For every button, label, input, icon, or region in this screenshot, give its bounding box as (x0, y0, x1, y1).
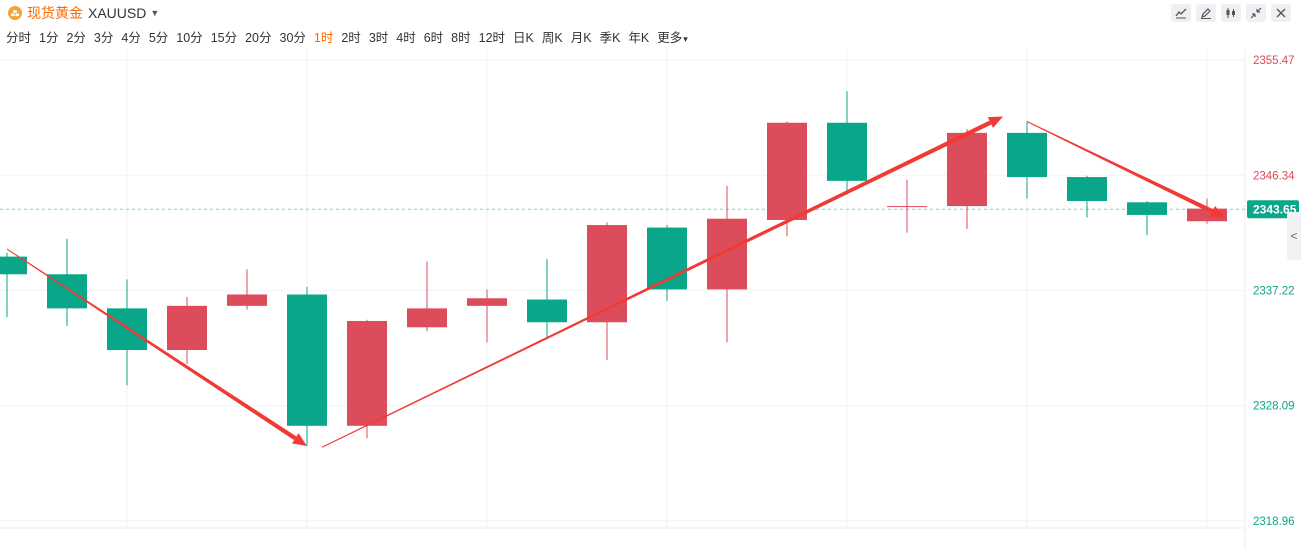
trend-arrow-head-2 (1209, 205, 1225, 218)
trend-arrow-head-0 (292, 433, 307, 446)
trend-arrow-shaft-2 (1026, 121, 1214, 214)
candle-body-16 (947, 132, 987, 207)
line-chart-icon[interactable] (1171, 4, 1191, 22)
interval-tab-21[interactable]: 年K (628, 31, 650, 45)
interval-tab-14[interactable]: 6时 (423, 31, 444, 45)
trend-arrow-head-1 (987, 116, 1003, 128)
candlestick-icon[interactable] (1221, 4, 1241, 22)
candle-body-10 (587, 225, 627, 323)
candle-body-3 (167, 305, 207, 351)
y-tick-label-4: 2318.96 (1253, 516, 1295, 528)
close-icon[interactable] (1271, 4, 1291, 22)
candle-body-17 (1007, 132, 1047, 178)
candle-body-14 (827, 122, 867, 181)
y-tick-label-0: 2355.47 (1253, 55, 1295, 67)
symbol-selector[interactable]: 现货黄金 XAUUSD ▼ (8, 3, 159, 23)
interval-tab-9[interactable]: 30分 (279, 31, 306, 45)
draw-pen-icon[interactable] (1196, 4, 1216, 22)
interval-tab-20[interactable]: 季K (599, 31, 621, 45)
caret-down-icon[interactable]: ▼ (150, 8, 160, 18)
last-price-label: 2343.65 (1253, 203, 1297, 217)
candle-body-12 (707, 218, 747, 290)
interval-tab-2[interactable]: 2分 (66, 31, 86, 45)
last-price-label-bg (1247, 200, 1299, 219)
interval-tab-13[interactable]: 4时 (396, 31, 416, 45)
interval-tab-22[interactable]: 更多 (657, 27, 688, 46)
interval-tab-7[interactable]: 15分 (210, 31, 238, 45)
interval-tab-12[interactable]: 3时 (368, 31, 389, 45)
chevron-left-icon[interactable]: < (1287, 212, 1301, 260)
candle-body-9 (527, 299, 567, 323)
candle-body-6 (347, 320, 387, 426)
interval-tab-19[interactable]: 月K (570, 31, 592, 45)
symbol-name: 现货黄金 (27, 5, 83, 21)
interval-tab-11[interactable]: 2时 (341, 31, 361, 45)
chart-header: 现货黄金 XAUUSD ▼ (0, 0, 1301, 24)
collapse-icon[interactable] (1246, 4, 1266, 22)
candle-body-13 (767, 122, 807, 220)
symbol-code: XAUUSD (88, 5, 147, 21)
chart-toolbar (1171, 4, 1291, 22)
candle-body-7 (407, 308, 447, 328)
trend-arrow-shaft-0 (6, 248, 297, 441)
candle-body-4 (227, 294, 267, 306)
interval-tab-16[interactable]: 12时 (478, 31, 506, 45)
interval-tab-8[interactable]: 20分 (245, 31, 272, 45)
interval-tab-0[interactable]: 分时 (6, 31, 32, 45)
candle-body-18 (1067, 177, 1107, 202)
y-tick-label-1: 2346.34 (1253, 170, 1295, 182)
trend-arrow-shaft-1 (321, 120, 992, 448)
interval-tab-17[interactable]: 日K (513, 31, 534, 45)
candle-body-19 (1127, 202, 1167, 215)
candlestick-chart: 2355.47 2346.34 2337.22 2328.09 2318.96 2343.… (0, 50, 1299, 549)
y-tick-label-3: 2328.09 (1253, 401, 1295, 413)
candle-body-0 (0, 256, 27, 275)
interval-tab-4[interactable]: 4分 (121, 31, 141, 45)
interval-tab-6[interactable]: 10分 (176, 31, 203, 45)
candle-body-5 (287, 294, 327, 426)
interval-tabs: 分时 1分 2分 3分 4分 5分 10分 15分 20分 30分 1时 2时 3时 4时 6时 8时 12时日… (6, 27, 696, 46)
interval-tab-1[interactable]: 1分 (39, 31, 59, 45)
interval-tab-15[interactable]: 8时 (451, 31, 471, 45)
candle-body-15 (887, 206, 927, 208)
y-tick-label-2: 2337.22 (1253, 285, 1295, 297)
gold-coin-icon (8, 6, 22, 20)
interval-tab-18[interactable]: 周K (541, 31, 563, 45)
interval-tab-3[interactable]: 3分 (93, 31, 114, 45)
interval-tab-10[interactable]: 1时 (313, 31, 334, 45)
candle-body-8 (467, 298, 507, 306)
interval-tab-5[interactable]: 5分 (148, 31, 169, 45)
